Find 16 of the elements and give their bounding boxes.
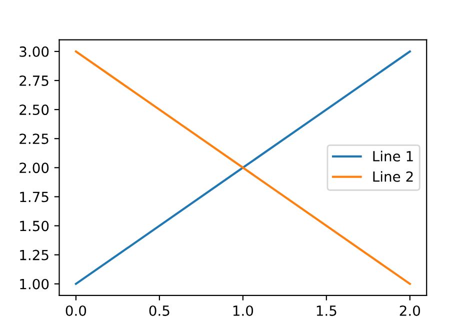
x-tick-label: 1.0	[233, 305, 254, 316]
y-tick-label: 1.00	[20, 278, 49, 290]
x-tick-label: 2.0	[400, 305, 420, 316]
x-tick-label: 0.0	[66, 305, 86, 316]
y-tick-label: 2.75	[20, 75, 48, 86]
y-tick-label: 1.25	[20, 250, 48, 260]
x-tick-label: 0.5	[149, 305, 170, 316]
y-tick-label: 2.25	[20, 134, 48, 144]
y-tick-label: 2.50	[20, 104, 49, 116]
legend-label: Line 2	[373, 171, 413, 182]
y-tick-label: 2.00	[20, 162, 49, 174]
y-tick-label: 3.00	[20, 46, 49, 57]
x-tick-label: 1.5	[316, 306, 336, 316]
y-tick-label: 1.50	[20, 220, 49, 232]
legend-label: Line 1	[373, 150, 413, 162]
y-tick-label: 1.75	[20, 192, 48, 202]
